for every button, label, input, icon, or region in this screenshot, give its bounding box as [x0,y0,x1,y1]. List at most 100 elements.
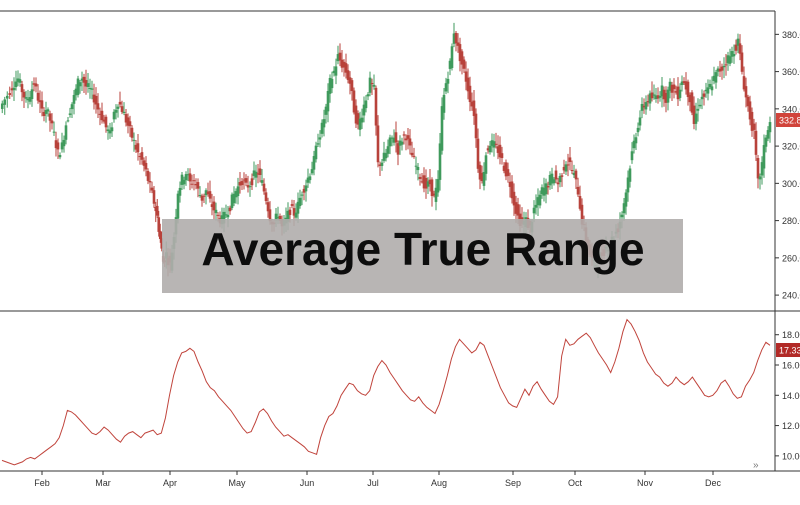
candle-up [392,137,396,143]
candle-down [244,178,248,183]
candle-down [504,162,508,177]
chart-title: Average True Range [201,223,644,275]
candle-down [157,217,161,232]
candle-up [538,194,542,206]
candle-up [60,142,64,150]
candle-down [120,106,124,112]
candle-down [20,84,24,93]
candle-down [580,204,584,225]
candle-up [230,194,234,208]
candle-up [274,213,278,221]
candle-down [228,207,232,212]
candle-down [196,182,200,189]
candle-up [380,162,384,166]
candle-down [268,209,272,222]
candle-down [348,77,352,84]
candle-up [366,94,370,97]
time-tick-label: May [228,478,246,488]
candle-down [138,156,142,158]
candle-up [544,183,548,195]
candle-up [254,171,258,178]
candle-up [636,127,640,133]
price-axis: 240.0 260.0 280.0 300.0 320.0 340.0 360.0 380.0 [775,30,800,301]
candle-up [0,103,4,109]
scroll-reset-icon[interactable]: » [753,460,759,471]
candle-up [180,174,184,185]
candle-down [672,84,676,90]
atr-series-line [1,318,771,466]
candle-down [510,181,514,199]
candle-up [540,187,544,195]
candle-down [352,90,356,113]
candle-up [248,186,252,188]
candle-up [452,33,456,44]
candle-down [744,86,748,98]
candle-up [236,186,240,197]
candle-up [362,104,366,116]
candle-down [418,176,422,180]
candle-down [54,140,58,149]
candle-down [570,170,574,172]
candle-down [454,32,458,44]
candle-down [342,61,346,68]
candle-up [730,51,734,57]
candle-up [252,170,256,176]
candle-down [430,179,434,197]
candle-down [374,87,378,126]
candle-down [200,195,204,201]
candle-up [86,83,90,87]
atr-tick-label: 18.00 [782,330,800,340]
candle-up [388,137,392,147]
candle-down [338,52,342,61]
candle-down [752,123,756,130]
candle-down [486,148,490,151]
candle-down [718,68,722,72]
candle-down [216,214,220,216]
candle-up [436,179,440,193]
atr-tick-label: 12.00 [782,421,800,431]
candle-down [10,88,14,91]
candle-down [424,177,428,189]
time-tick-label: Jun [300,478,315,488]
candle-up [736,38,740,46]
candle-down [578,196,582,209]
candle-up [710,86,714,91]
candle-down [556,182,560,185]
candle-down [340,59,344,68]
candle-down [756,158,760,179]
candle-down [370,83,374,85]
candle-down [38,100,42,103]
candle-down [82,76,86,83]
candle-down [690,92,694,113]
candle-down [246,185,250,188]
candle-up [416,166,420,171]
candle-down [212,201,216,211]
candle-up [28,97,32,102]
candle-up [382,152,386,161]
candle-down [258,168,262,176]
last-price-label: 332.8 [779,116,800,126]
candle-down [746,96,750,107]
candle-down [404,138,408,141]
price-tick-label: 280.0 [782,216,800,226]
candle-up [18,79,22,83]
candle-down [516,204,520,216]
candle-up [660,85,664,97]
candle-down [266,202,270,212]
candle-down [670,84,674,93]
candle-down [428,179,432,185]
candle-down [130,127,134,138]
candle-up [204,190,208,196]
candle-down [460,51,464,65]
candle-down [94,95,98,105]
candle-up [114,109,118,113]
price-tick-label: 240.0 [782,291,800,301]
candle-down [480,172,484,182]
candle-up [680,81,684,85]
candle-up [88,87,92,89]
candle-up [186,174,190,176]
candle-up [72,95,76,104]
candle-down [96,103,100,110]
price-tick-label: 380.0 [782,30,800,40]
candle-up [324,106,328,115]
